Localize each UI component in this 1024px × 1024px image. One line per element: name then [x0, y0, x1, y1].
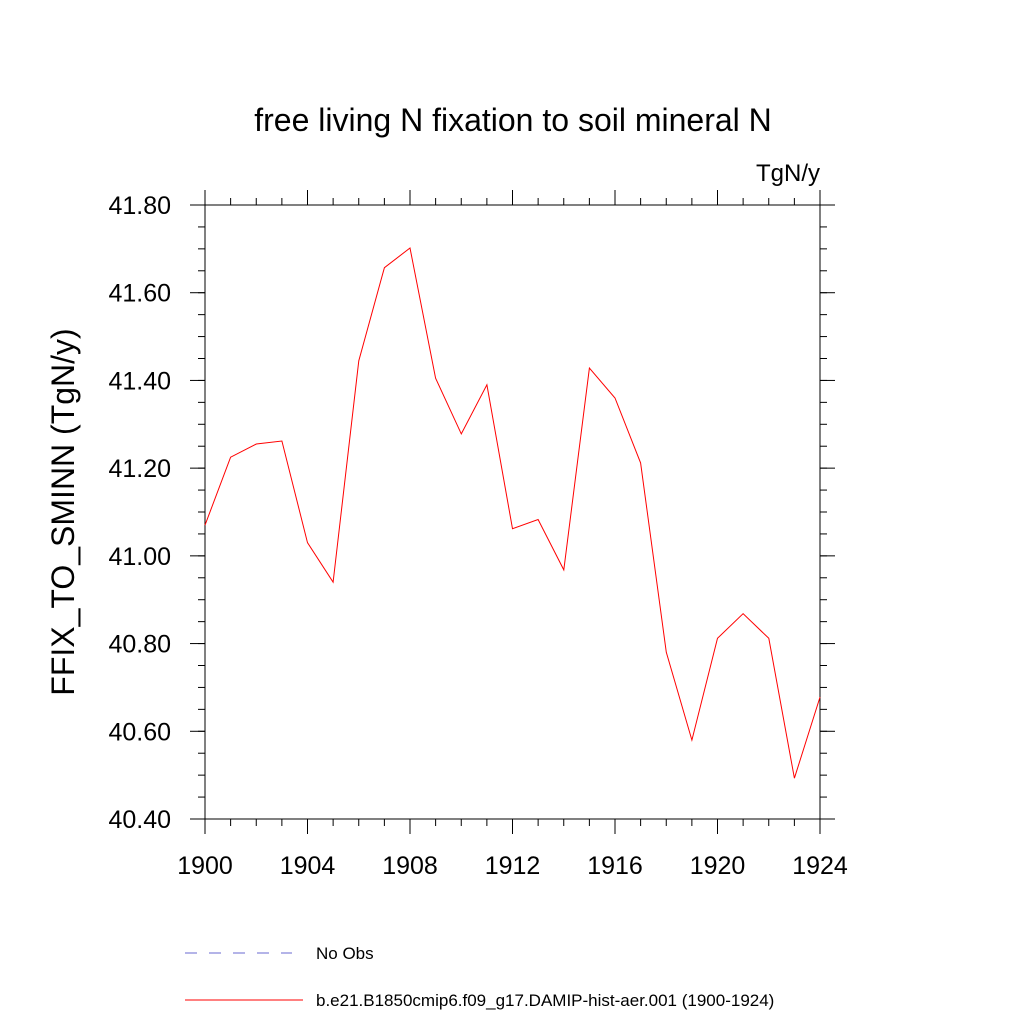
y-tick-label: 41.20	[108, 455, 171, 483]
major-ticks	[190, 190, 835, 834]
chart-title: free living N fixation to soil mineral N	[254, 102, 772, 138]
x-tick-label: 1924	[792, 852, 848, 880]
y-tick-label: 41.80	[108, 192, 171, 220]
x-tick-labels: 1900 1904 1908 1912 1916 1920 1924	[177, 852, 848, 880]
series-layer	[204, 247, 821, 779]
x-tick-label: 1900	[177, 852, 233, 880]
x-tick-label: 1908	[382, 852, 438, 880]
plot-frame	[204, 204, 821, 820]
legend-label-model: b.e21.B1850cmip6.f09_g17.DAMIP-hist-aer.…	[316, 991, 774, 1010]
legend-label-no-obs: No Obs	[316, 944, 374, 963]
y-tick-label: 41.60	[108, 280, 171, 308]
legend: No Obs b.e21.B1850cmip6.f09_g17.DAMIP-hi…	[185, 944, 774, 1010]
y-tick-label: 40.80	[108, 631, 171, 659]
y-tick-labels: 40.40 40.60 40.80 41.00 41.20 41.40 41.60 41.80	[108, 192, 171, 834]
series-line-0	[204, 247, 821, 779]
units-label: TgN/y	[756, 160, 820, 187]
y-tick-label: 41.40	[108, 367, 171, 395]
y-tick-label: 40.60	[108, 718, 171, 746]
y-tick-label: 41.00	[108, 543, 171, 571]
y-axis-label: FFIX_TO_SMINN (TgN/y)	[45, 328, 81, 695]
x-tick-label: 1912	[485, 852, 541, 880]
x-tick-label: 1904	[280, 852, 336, 880]
x-tick-label: 1916	[587, 852, 643, 880]
minor-ticks	[198, 198, 827, 826]
x-tick-label: 1920	[690, 852, 746, 880]
y-tick-label: 40.40	[108, 806, 171, 834]
